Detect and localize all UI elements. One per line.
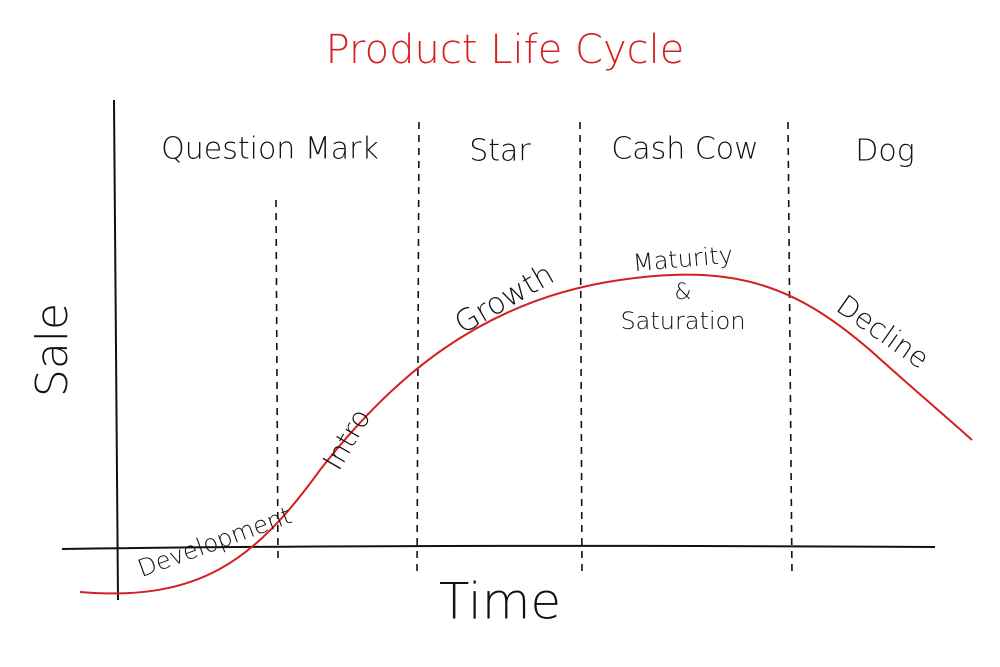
- y-axis-label: Sale: [27, 303, 78, 397]
- x-axis-label: Time: [439, 573, 561, 631]
- phase-label: Question Mark: [161, 132, 379, 167]
- y-axis: [113, 99, 119, 601]
- divider: [275, 199, 279, 561]
- phase-label: Dog: [855, 134, 914, 169]
- x-axis: [61, 544, 936, 550]
- life-cycle-curve: [79, 273, 973, 595]
- divider: [416, 121, 420, 576]
- stage-label: Saturation: [620, 307, 745, 335]
- phase-label: Cash Cow: [611, 132, 758, 167]
- divider: [579, 121, 583, 576]
- stage-label: &: [674, 280, 691, 305]
- title: Product Life Cycle: [326, 27, 685, 73]
- phase-label: Star: [469, 134, 531, 169]
- divider: [787, 121, 793, 576]
